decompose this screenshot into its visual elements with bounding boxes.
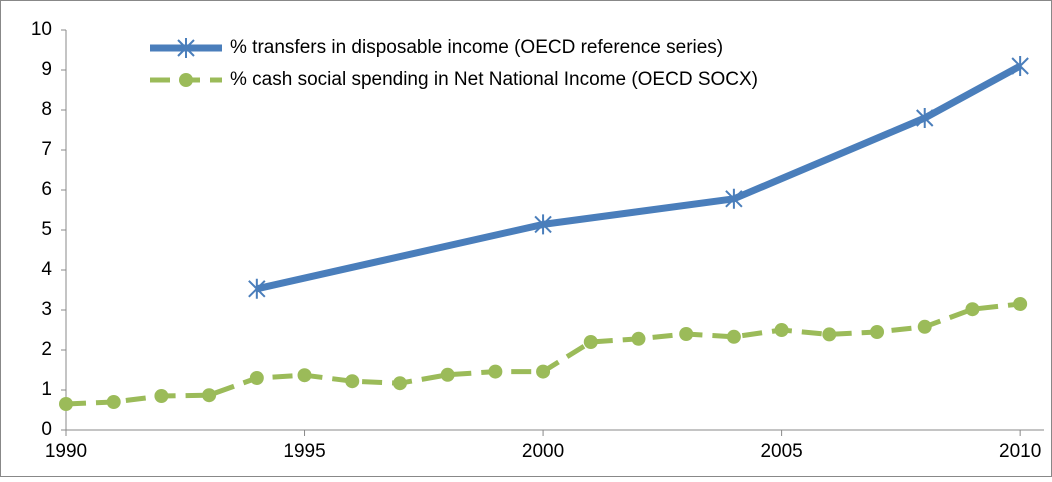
data-point	[154, 389, 169, 403]
data-point	[583, 335, 598, 349]
legend-marker	[177, 38, 195, 58]
data-point	[202, 388, 217, 403]
x-tick-label: 2005	[760, 441, 802, 462]
y-tick-label: 10	[31, 19, 52, 40]
data-point	[249, 371, 264, 385]
y-tick-label: 2	[41, 339, 52, 360]
data-point	[440, 367, 455, 382]
x-tick-label: 2000	[522, 441, 564, 462]
y-tick-label: 5	[41, 219, 52, 240]
data-point	[1011, 56, 1029, 76]
legend-marker	[179, 73, 193, 87]
y-tick-label: 1	[41, 379, 52, 400]
y-tick-label: 0	[41, 419, 52, 440]
data-point	[774, 323, 789, 337]
y-tick-label: 7	[41, 139, 52, 160]
x-tick-label: 1990	[45, 441, 87, 462]
data-point	[534, 214, 552, 235]
legend-label: % transfers in disposable income (OECD r…	[230, 37, 723, 58]
data-point	[1013, 297, 1028, 311]
data-point	[536, 364, 551, 379]
data-point	[726, 329, 741, 344]
data-point	[248, 278, 266, 299]
data-point	[631, 331, 646, 346]
data-point	[297, 368, 312, 383]
data-point	[965, 302, 980, 317]
y-tick-label: 6	[41, 179, 52, 200]
data-point	[916, 108, 934, 128]
data-point	[106, 395, 121, 409]
data-point	[725, 188, 743, 209]
data-point	[345, 374, 360, 389]
data-point	[392, 376, 407, 391]
legend-label: % cash social spending in Net National I…	[230, 69, 758, 90]
y-tick-label: 3	[41, 299, 52, 320]
data-point	[917, 319, 932, 334]
data-point	[679, 327, 694, 341]
y-tick-label: 4	[41, 259, 52, 280]
data-point	[870, 325, 885, 339]
x-tick-label: 1995	[283, 441, 325, 462]
data-point	[488, 364, 503, 379]
data-point	[59, 397, 73, 411]
y-tick-label: 9	[41, 59, 52, 80]
x-tick-label: 2010	[999, 441, 1041, 462]
y-tick-label: 8	[41, 99, 52, 120]
data-point	[822, 327, 837, 342]
